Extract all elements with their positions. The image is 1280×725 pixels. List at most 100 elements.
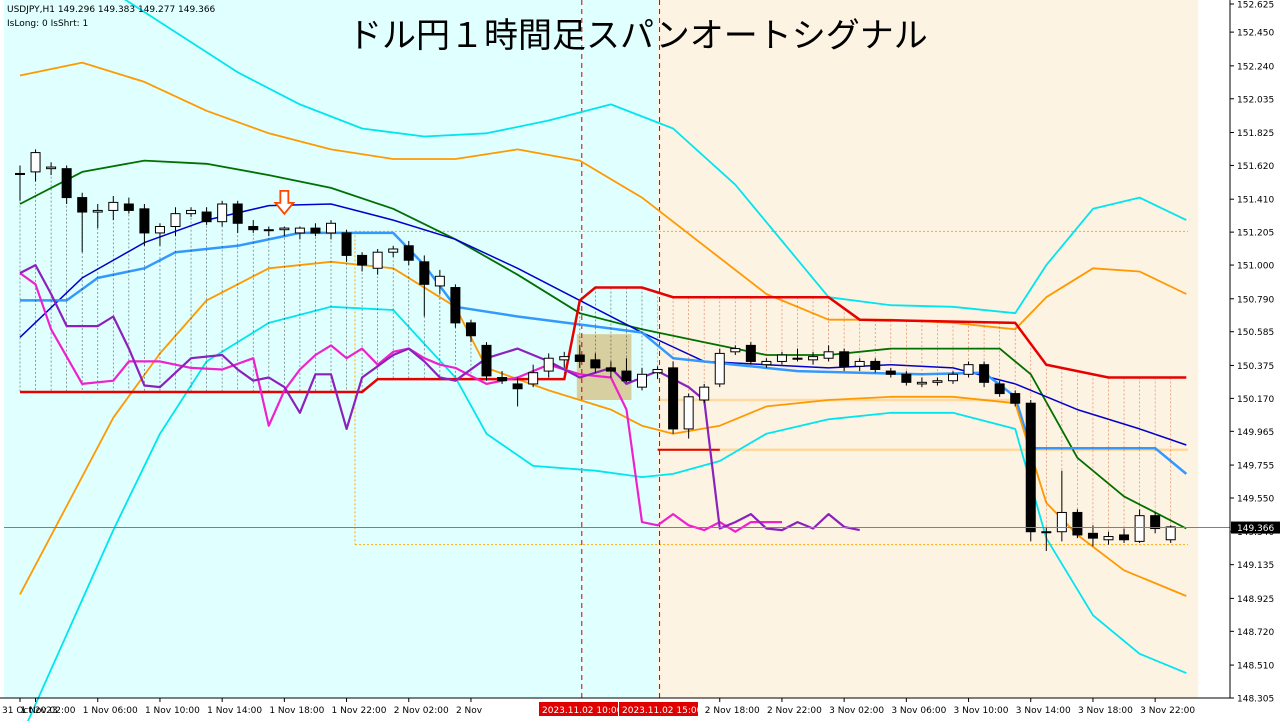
y-tick-label-1: 152.450 [1237,29,1274,39]
y-tick-label-21: 148.305 [1237,695,1274,705]
y-tick-label-11: 150.375 [1237,362,1274,372]
markers-layer [4,189,1230,529]
candle-body-19 [310,227,321,234]
x-tick-label-6: 1 Nov 22:00 [332,706,387,716]
candle-body-74 [1165,526,1176,541]
x-tick-label-4: 1 Nov 14:00 [207,706,262,716]
y-tick-label-6: 151.410 [1237,196,1274,206]
candle-body-15 [248,225,259,231]
candle-body-37 [590,359,601,369]
candle-body-22 [357,254,368,266]
price-badge-label: 149.366 [1237,524,1274,534]
y-tick-label-8: 151.000 [1237,262,1274,272]
y-tick-label-20: 148.510 [1237,662,1274,672]
candle-body-28 [450,287,461,324]
candle-body-5 [92,209,103,213]
candle-body-24 [388,248,399,253]
candle-body-38 [605,367,616,372]
candle-body-35 [559,356,570,361]
candle-body-25 [403,245,414,261]
candle-body-46 [730,348,741,353]
candle-body-54 [854,360,865,367]
x-tick-label-3: 1 Nov 10:00 [145,706,200,716]
candle-body-59 [932,380,943,383]
y-tick-label-9: 150.790 [1237,295,1274,305]
candle-body-48 [761,360,772,366]
candle-body-23 [372,251,383,269]
candle-body-18 [294,227,305,234]
candle-body-73 [1150,515,1161,530]
candle-body-65 [1025,402,1036,533]
y-tick-label-18: 148.925 [1237,595,1274,605]
highlight-time-bg-1 [619,702,698,716]
symbol-info: USDJPY,H1 149.296 149.383 149.277 149.36… [7,5,216,15]
candle-body-52 [823,351,834,359]
band-line-5 [19,260,1187,597]
y-tick-label-10: 150.585 [1237,328,1274,338]
y-tick-label-15: 149.550 [1237,494,1274,504]
candle-body-50 [792,357,803,360]
candle-body-1 [30,152,41,173]
candle-body-14 [232,203,243,224]
band-line-6 [25,305,1187,725]
y-tick-label-17: 149.135 [1237,561,1274,571]
candle-body-7 [123,203,134,211]
candle-body-21 [341,232,352,256]
candles-layer [15,149,1176,552]
highlight-time-label-0: 2023.11.02 10:00 [542,706,623,716]
candle-body-29 [465,322,476,337]
x-tick-label-5: 1 Nov 18:00 [269,706,324,716]
candle-body-31 [497,377,508,382]
y-tick-label-4: 151.825 [1237,129,1274,139]
highlight-time-label-1: 2023.11.02 15:00 [622,706,703,716]
x-tick-label-10: 2 Nov 22:00 [767,706,822,716]
candle-body-39 [621,370,632,382]
candle-body-61 [963,364,974,375]
x-tick-label-15: 3 Nov 18:00 [1078,706,1133,716]
candle-body-47 [745,344,756,362]
candle-body-60 [948,373,958,382]
candle-body-27 [434,275,445,287]
x-tick-label-11: 3 Nov 02:00 [829,706,884,716]
candle-body-57 [901,373,912,383]
band-line-1 [19,61,1187,331]
y-tick-label-5: 151.620 [1237,162,1274,172]
candle-body-68 [1072,511,1083,536]
candle-body-13 [217,203,228,223]
candle-body-2 [46,166,57,170]
candle-body-12 [201,211,212,223]
x-tick-label-1: 1 Nov 02:00 [21,706,76,716]
oscillator-layer [19,264,860,533]
price-badge [1231,521,1280,534]
highlight-time-bg-0 [539,702,618,716]
candle-body-17 [279,227,290,231]
candle-body-42 [668,367,679,430]
candle-body-44 [699,386,710,401]
candle-body-70 [1103,536,1114,541]
y-tick-label-3: 152.035 [1237,95,1274,105]
y-tick-label-7: 151.205 [1237,229,1274,239]
candle-body-11 [186,209,197,215]
x-tick-label-16: 3 Nov 22:00 [1140,706,1195,716]
candle-body-58 [916,381,927,385]
candle-body-4 [77,197,88,213]
candle-body-66 [1041,531,1052,534]
candle-body-72 [1134,515,1145,542]
x-tick-label-2: 1 Nov 06:00 [83,706,138,716]
candle-body-20 [326,222,336,234]
zones-layer [4,0,1199,698]
candle-body-45 [714,352,725,385]
candle-body-0 [15,172,25,175]
x-tick-label-7: 2 Nov 02:00 [394,706,449,716]
chart-title: ドル円１時間足スパンオートシグナル [348,16,928,56]
candle-body-40 [637,373,647,388]
candle-body-32 [512,383,523,390]
x-tick-label-8: 2 Nov [456,706,483,716]
y-tick-label-13: 149.965 [1237,428,1274,438]
candle-body-56 [885,370,896,375]
signal-arrow-icon [273,189,296,216]
candle-body-67 [1056,511,1067,533]
oscillator-line-1 [19,264,860,532]
